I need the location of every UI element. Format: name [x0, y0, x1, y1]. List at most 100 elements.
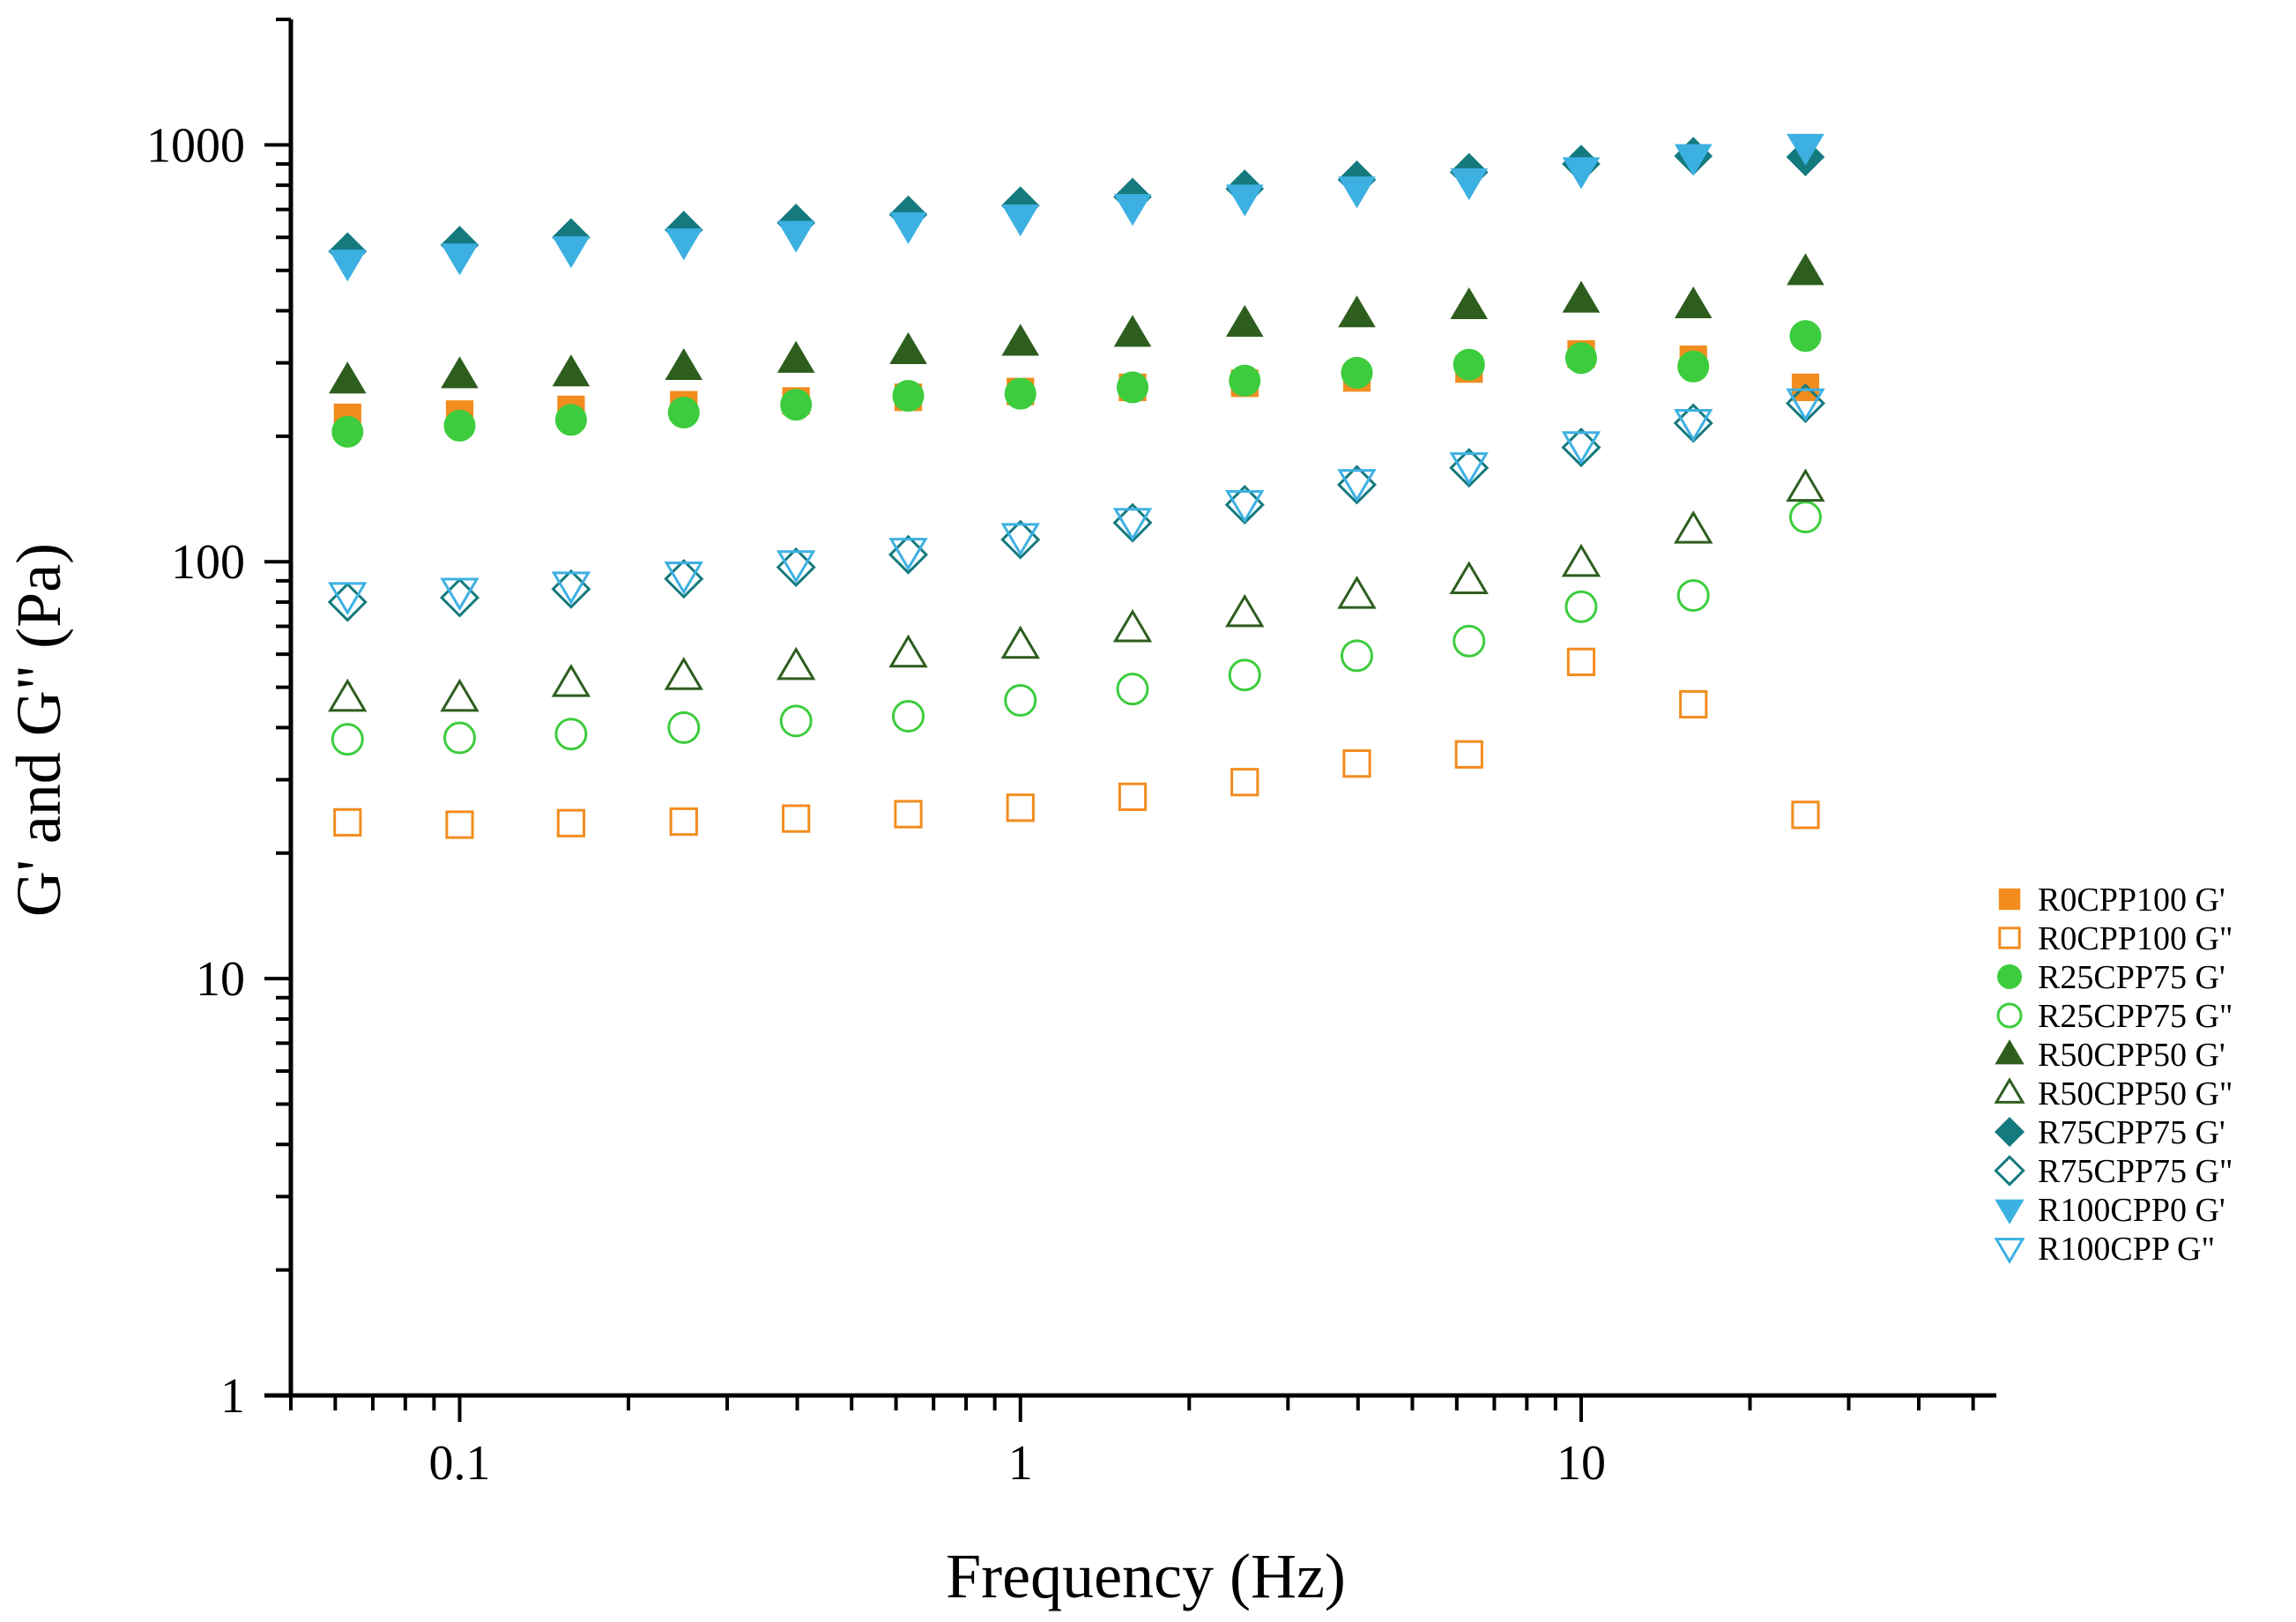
data-point — [664, 562, 703, 595]
data-point — [1225, 593, 1265, 628]
legend-marker — [1998, 926, 2021, 949]
legend-label: R25CPP75 G' — [2038, 959, 2225, 996]
legend-marker — [1994, 1077, 2025, 1104]
data-point — [892, 699, 925, 733]
data-point — [1230, 768, 1259, 797]
legend-label: R100CPP0 G' — [2038, 1192, 2225, 1229]
legend-label: R75CPP75 G" — [2038, 1153, 2233, 1190]
axes: 0.1 1 10 1 10 100 1000 — [146, 18, 1996, 1491]
series-group — [328, 253, 1824, 394]
series-group — [328, 468, 1825, 712]
data-point — [1337, 575, 1377, 609]
data-point — [776, 550, 816, 584]
series-group — [328, 388, 1825, 616]
data-point — [552, 236, 591, 269]
data-point — [1562, 280, 1601, 313]
series-group — [327, 383, 1825, 622]
data-point — [1562, 157, 1601, 190]
data-point — [1786, 468, 1825, 502]
data-point — [1113, 315, 1152, 347]
data-point — [1112, 508, 1153, 541]
data-point — [443, 721, 477, 755]
data-point — [1450, 286, 1489, 320]
data-points — [327, 133, 1825, 839]
data-point — [1676, 579, 1710, 613]
data-point — [1449, 452, 1489, 486]
x-tick-label: 0.1 — [429, 1436, 491, 1491]
data-point — [1112, 608, 1153, 643]
data-point — [1564, 342, 1597, 375]
legend-label: R50CPP50 G" — [2038, 1075, 2233, 1112]
data-point — [1000, 523, 1040, 557]
legend-label: R25CPP75 G" — [2038, 998, 2233, 1035]
data-point — [331, 723, 364, 756]
legend-label: R0CPP100 G' — [2038, 882, 2225, 919]
legend-marker — [1995, 1199, 2025, 1224]
legend-marker — [1994, 1155, 2025, 1187]
data-point — [776, 646, 816, 681]
legend-marker — [1994, 1238, 2025, 1264]
legend: R0CPP100 G'R0CPP100 G"R25CPP75 G'R25CPP7… — [1994, 882, 2233, 1268]
data-point — [892, 380, 925, 413]
data-point — [1337, 469, 1377, 502]
data-point — [889, 212, 927, 244]
data-point — [1000, 625, 1040, 659]
legend-marker — [1996, 1002, 2023, 1029]
data-point — [667, 711, 701, 744]
data-point — [1450, 168, 1489, 201]
data-point — [1338, 176, 1376, 209]
data-point — [1338, 295, 1376, 328]
data-point — [780, 389, 813, 421]
data-point — [1561, 543, 1601, 577]
y-tick-label: 1000 — [146, 118, 245, 173]
y-axis-title: G' and G" (Pa) — [4, 543, 74, 917]
data-point — [1789, 320, 1822, 353]
data-point — [1113, 194, 1152, 227]
data-point — [440, 577, 480, 618]
data-point — [1118, 782, 1148, 811]
data-point — [554, 404, 587, 436]
data-point — [1001, 324, 1040, 356]
data-point — [894, 800, 923, 829]
data-point — [445, 810, 474, 839]
data-point — [441, 243, 479, 276]
data-point — [1341, 356, 1373, 389]
data-point — [664, 657, 703, 690]
data-point — [331, 415, 364, 448]
data-point — [776, 340, 815, 373]
series-group — [331, 320, 1822, 448]
data-point — [440, 678, 479, 712]
data-point — [328, 678, 368, 712]
data-point — [1006, 793, 1035, 822]
data-point — [1117, 371, 1149, 404]
data-point — [1225, 304, 1264, 338]
data-point — [1787, 253, 1824, 286]
data-point — [443, 409, 476, 442]
data-point — [889, 331, 927, 364]
series-group — [333, 647, 1820, 839]
data-point — [1787, 133, 1824, 166]
x-axis-title: Frequency (Hz) — [946, 1541, 1346, 1611]
y-tick-label: 1 — [220, 1369, 245, 1424]
data-point — [554, 718, 588, 751]
legend-marker — [1994, 1116, 2025, 1148]
data-point — [665, 347, 703, 381]
data-point — [440, 577, 479, 612]
data-point — [1453, 348, 1485, 381]
data-point — [1788, 501, 1822, 534]
data-point — [779, 704, 813, 738]
data-point — [1001, 204, 1040, 237]
series-group — [328, 133, 1824, 282]
legend-marker — [1995, 1039, 2025, 1065]
data-point — [1564, 590, 1598, 623]
data-point — [328, 361, 367, 394]
data-point — [888, 538, 928, 571]
data-point — [1342, 749, 1371, 778]
data-point — [1454, 740, 1483, 769]
data-point — [1453, 624, 1486, 658]
legend-marker — [1997, 964, 2022, 989]
data-point — [328, 249, 367, 282]
data-point — [551, 664, 591, 697]
data-point — [333, 807, 362, 837]
